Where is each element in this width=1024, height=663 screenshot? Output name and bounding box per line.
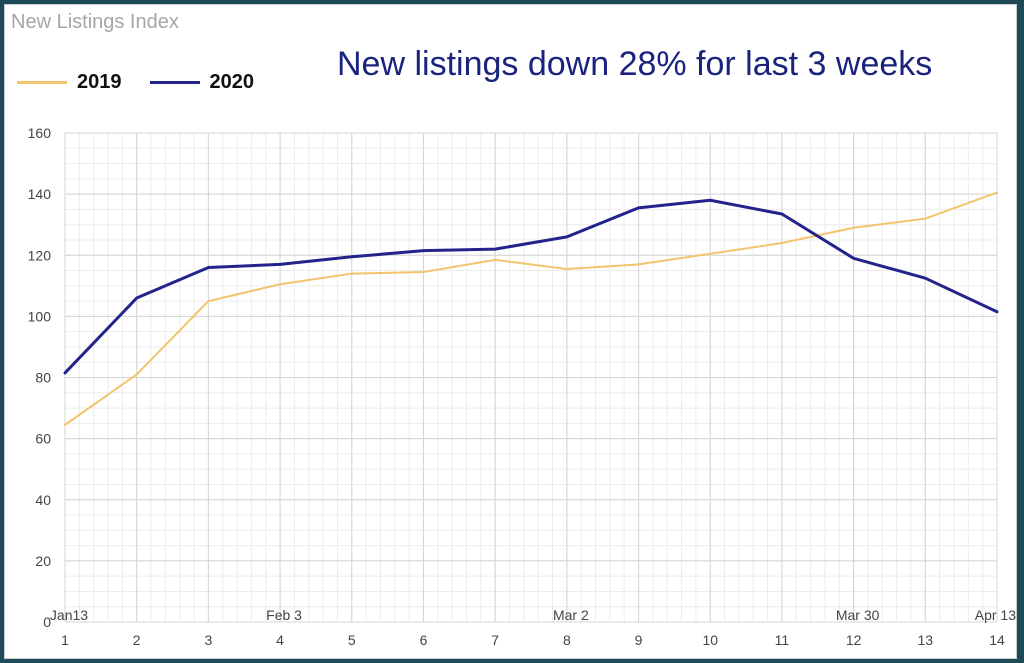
x-tick-label: 11: [775, 632, 790, 648]
x-tick-label: 10: [702, 632, 718, 648]
legend-item-2019: 2019: [17, 71, 122, 94]
chart-legend: 2019 2020: [17, 71, 282, 94]
x-tick-label: 2: [133, 632, 141, 648]
series-line-2019: [64, 191, 998, 426]
y-tick-label: 60: [35, 431, 51, 447]
chart-headline: New listings down 28% for last 3 weeks: [337, 45, 933, 83]
x-date-label: Feb 3: [266, 607, 302, 623]
y-tick-label: 140: [28, 186, 52, 202]
legend-label-2020: 2020: [209, 71, 255, 93]
x-tick-label: 9: [635, 632, 643, 648]
legend-swatch-2019: [17, 81, 67, 84]
y-tick-label: 100: [28, 308, 52, 324]
x-date-label: Mar 30: [836, 607, 880, 623]
y-tick-label: 20: [35, 553, 51, 569]
x-tick-label: 14: [989, 632, 1005, 648]
y-tick-label: 40: [35, 492, 51, 508]
legend-swatch-2020: [149, 81, 200, 84]
legend-label-2019: 2019: [77, 71, 122, 93]
x-tick-label: 7: [491, 632, 499, 648]
x-tick-label: 5: [348, 632, 356, 648]
y-tick-label: 160: [28, 125, 52, 141]
x-date-label: Apr 13: [975, 607, 1016, 623]
x-date-label: Jan13: [50, 607, 88, 623]
x-tick-label: 6: [420, 632, 428, 648]
series-line-2020: [63, 198, 999, 375]
y-tick-label: 120: [28, 247, 52, 263]
legend-item-2020: 2020: [149, 71, 255, 94]
y-tick-label: 0: [43, 614, 51, 630]
x-tick-label: 13: [918, 632, 934, 648]
x-tick-label: 1: [61, 632, 69, 648]
x-date-label: Mar 2: [553, 607, 589, 623]
x-tick-label: 12: [846, 632, 862, 648]
x-tick-label: 3: [204, 632, 212, 648]
x-tick-label: 4: [276, 632, 284, 648]
y-tick-label: 80: [35, 370, 51, 386]
x-tick-label: 8: [563, 632, 571, 648]
chart-title: New Listings Index: [11, 11, 179, 33]
